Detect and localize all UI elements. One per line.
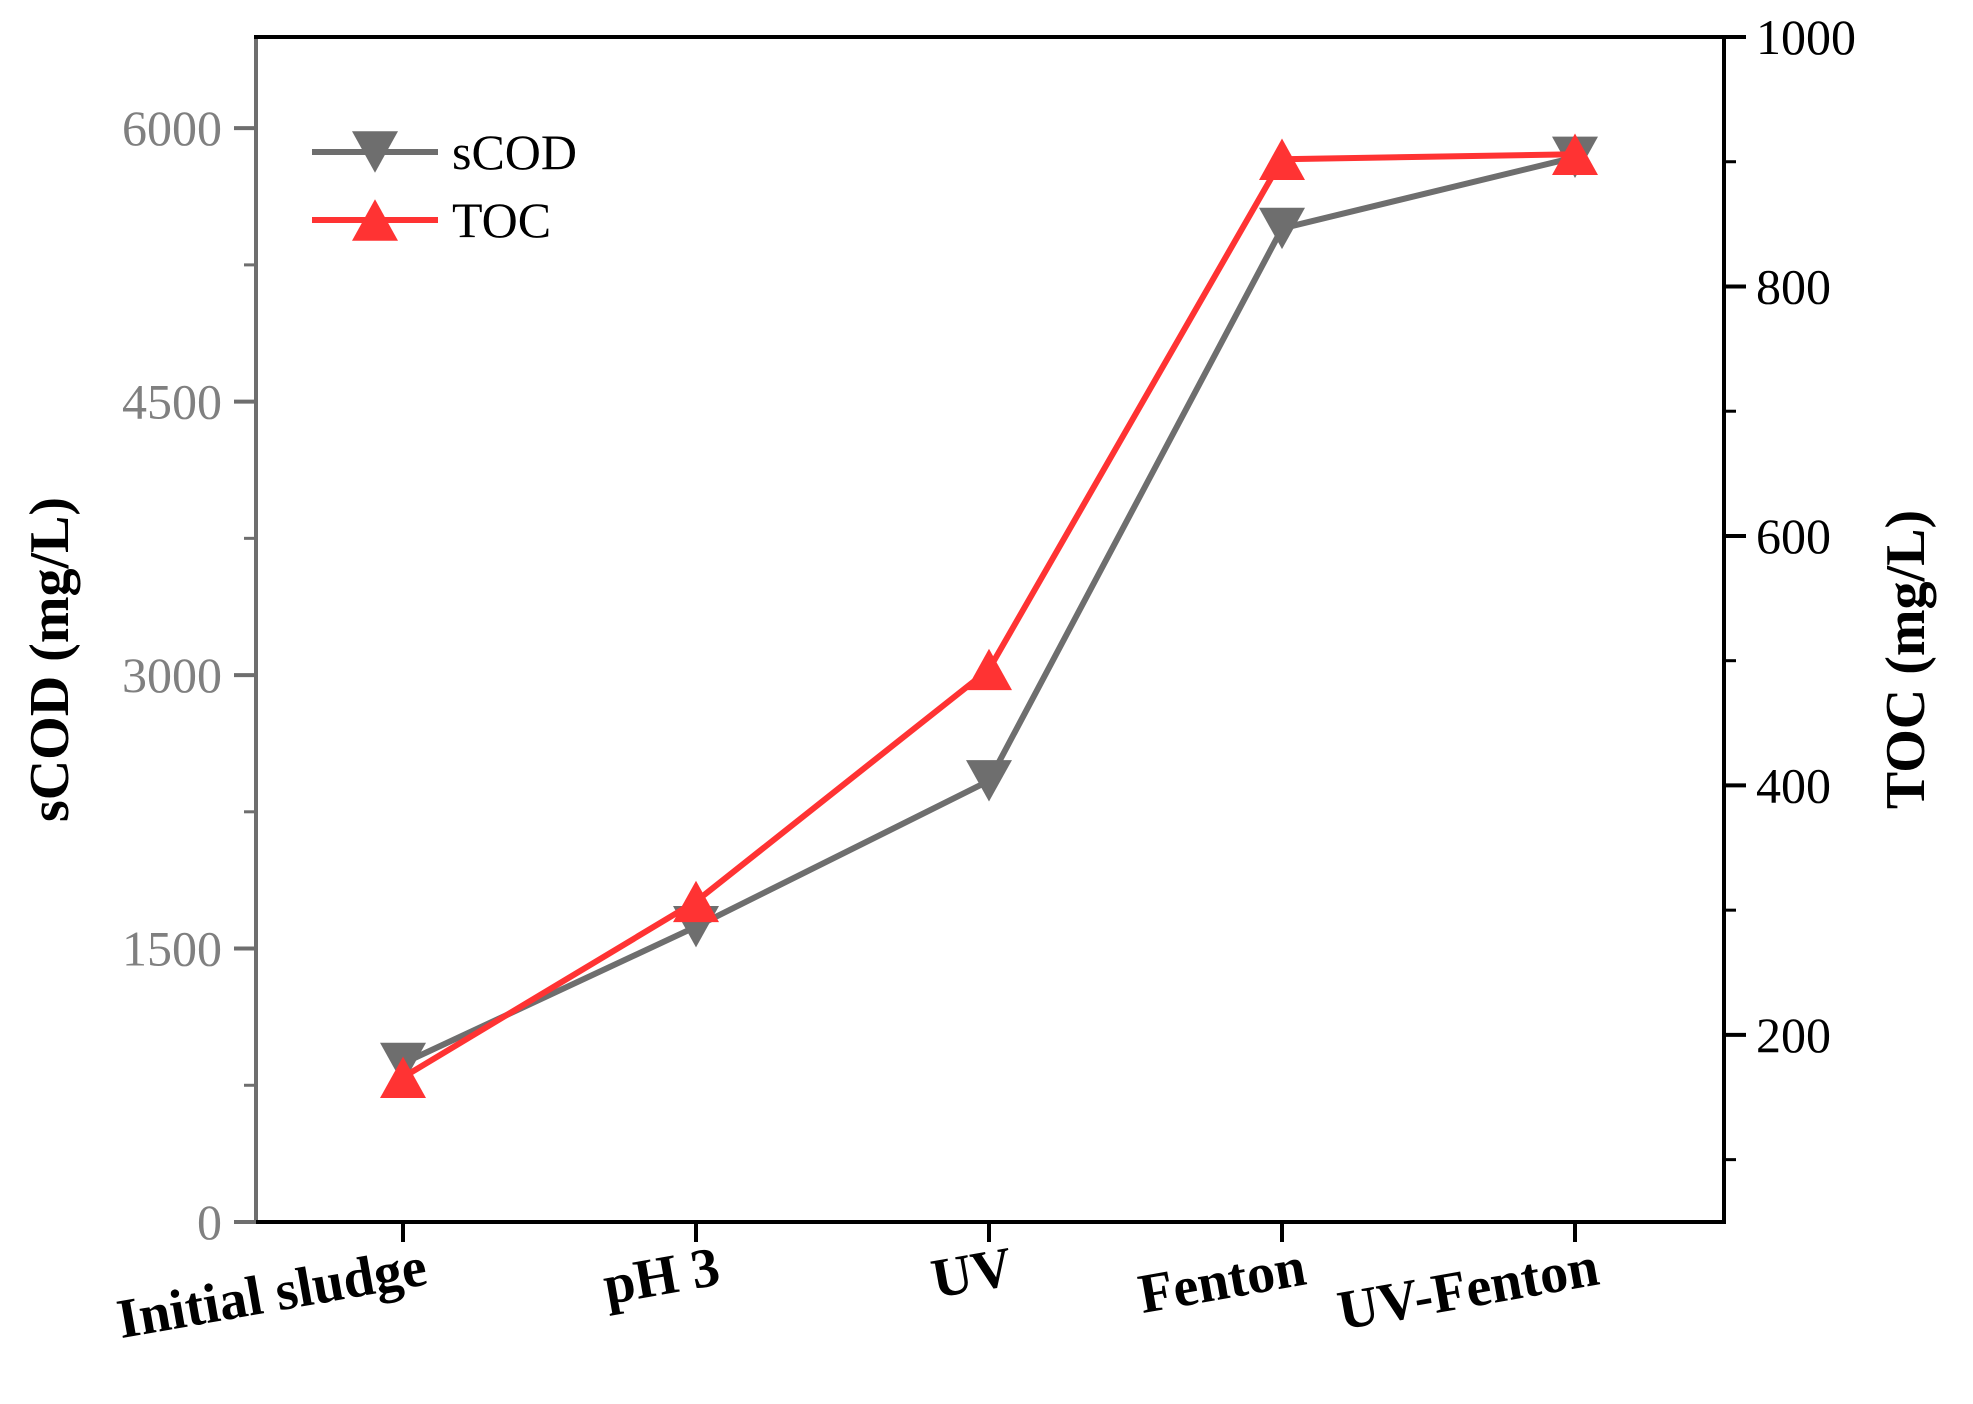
left-tick-label: 1500 [122, 921, 222, 977]
left-tick-label: 4500 [122, 374, 222, 430]
toc-point [1552, 133, 1598, 175]
legend-scod-marker [352, 131, 398, 173]
right-tick-label: 200 [1756, 1007, 1831, 1063]
scod-line [401, 154, 1576, 1067]
right-tick-label: 400 [1756, 757, 1831, 813]
legend-toc-marker [352, 199, 398, 241]
scod-point [966, 760, 1012, 802]
left-tick-label: 6000 [122, 100, 222, 156]
toc-line [401, 151, 1576, 1080]
toc-point [380, 1056, 426, 1099]
legend-scod-label: sCOD [452, 124, 577, 180]
left-tick-label: 0 [197, 1194, 222, 1250]
toc-point [673, 880, 719, 923]
x-category-label: UV [927, 1236, 1017, 1311]
x-category-label: pH 3 [599, 1236, 725, 1317]
toc-point [966, 648, 1012, 691]
right-tick-label: 600 [1756, 508, 1831, 564]
right-axis-title: TOC (mg/L) [1875, 510, 1937, 809]
scod-point [1259, 207, 1305, 250]
x-category-label: Fenton [1134, 1236, 1310, 1326]
left-tick-label: 3000 [122, 647, 222, 703]
legend: sCOD TOC [312, 124, 577, 248]
series-layer [380, 133, 1598, 1099]
toc-point [1259, 138, 1305, 180]
right-tick-label: 800 [1756, 258, 1831, 314]
right-tick-label: 1000 [1756, 9, 1856, 65]
x-category-label: Initial sludge [112, 1236, 431, 1351]
x-category-label: UV-Fenton [1333, 1236, 1603, 1343]
left-axis-title: sCOD (mg/L) [19, 497, 81, 822]
axes-layer [234, 35, 1746, 1242]
legend-toc-label: TOC [452, 192, 551, 248]
